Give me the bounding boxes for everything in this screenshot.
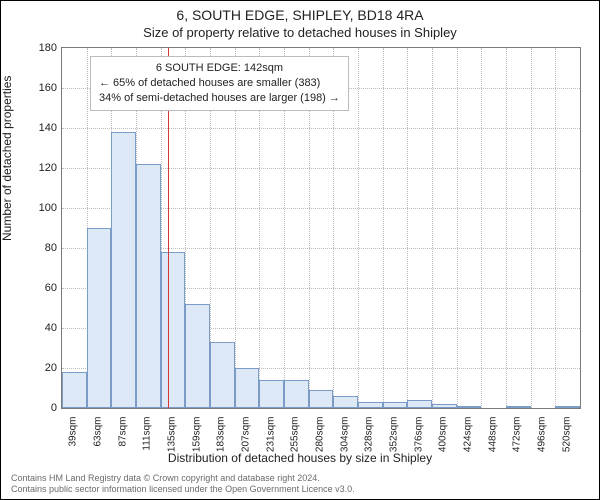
x-tick-label: 496sqm (537, 417, 548, 457)
histogram-bar (235, 368, 260, 408)
histogram-bar (383, 402, 408, 408)
histogram-bar (555, 406, 580, 408)
license-line-1: Contains HM Land Registry data © Crown c… (11, 473, 355, 484)
gridline-v (358, 48, 359, 408)
x-tick-label: 159sqm (191, 417, 202, 457)
x-tick-label: 280sqm (315, 417, 326, 457)
histogram-bar (506, 406, 531, 408)
histogram-bar (62, 372, 87, 408)
gridline-v (383, 48, 384, 408)
license-line-2: Contains public sector information licen… (11, 484, 355, 495)
x-tick-label: 376sqm (413, 417, 424, 457)
annotation-line-1: 6 SOUTH EDGE: 142sqm (99, 61, 340, 76)
histogram-bar (185, 304, 210, 408)
histogram-bar (457, 406, 482, 408)
y-tick-label: 40 (27, 322, 57, 334)
y-tick-label: 160 (27, 82, 57, 94)
license-text: Contains HM Land Registry data © Crown c… (11, 473, 355, 496)
x-tick-label: 424sqm (463, 417, 474, 457)
x-tick-label: 231sqm (265, 417, 276, 457)
x-tick-label: 135sqm (167, 417, 178, 457)
gridline-v (432, 48, 433, 408)
gridline-v (457, 48, 458, 408)
chart-page: 6, SOUTH EDGE, SHIPLEY, BD18 4RA Size of… (0, 0, 600, 500)
histogram-bar (259, 380, 284, 408)
x-tick-label: 255sqm (290, 417, 301, 457)
histogram-bar (358, 402, 383, 408)
x-tick-label: 111sqm (142, 417, 153, 457)
gridline-v (407, 48, 408, 408)
plot-area: 6 SOUTH EDGE: 142sqm ← 65% of detached h… (61, 47, 581, 409)
x-tick-label: 87sqm (117, 417, 128, 457)
annotation-box: 6 SOUTH EDGE: 142sqm ← 65% of detached h… (90, 56, 349, 111)
gridline-v (555, 48, 556, 408)
x-tick-label: 207sqm (241, 417, 252, 457)
histogram-bar (161, 252, 186, 408)
histogram-bar (210, 342, 235, 408)
x-tick-label: 400sqm (438, 417, 449, 457)
chart-subtitle: Size of property relative to detached ho… (1, 25, 599, 40)
x-tick-label: 39sqm (68, 417, 79, 457)
gridline-v (506, 48, 507, 408)
y-tick-label: 80 (27, 242, 57, 254)
x-tick-label: 183sqm (216, 417, 227, 457)
y-tick-label: 20 (27, 362, 57, 374)
histogram-bar (432, 404, 457, 408)
annotation-line-3: 34% of semi-detached houses are larger (… (99, 91, 340, 106)
y-tick-label: 120 (27, 162, 57, 174)
x-tick-label: 328sqm (364, 417, 375, 457)
y-tick-label: 180 (27, 42, 57, 54)
histogram-bar (407, 400, 432, 408)
y-tick-label: 140 (27, 122, 57, 134)
x-tick-label: 63sqm (93, 417, 104, 457)
x-tick-label: 472sqm (512, 417, 523, 457)
histogram-bar (309, 390, 334, 408)
x-tick-label: 304sqm (339, 417, 350, 457)
x-tick-label: 448sqm (487, 417, 498, 457)
y-tick-label: 60 (27, 282, 57, 294)
histogram-bar (87, 228, 112, 408)
gridline-v (481, 48, 482, 408)
y-axis-label: Number of detached properties (0, 76, 14, 241)
annotation-line-2: ← 65% of detached houses are smaller (38… (99, 76, 340, 91)
histogram-bar (111, 132, 136, 408)
x-tick-label: 520sqm (561, 417, 572, 457)
histogram-bar (284, 380, 309, 408)
histogram-bar (333, 396, 358, 408)
y-tick-label: 0 (27, 402, 57, 414)
chart-title: 6, SOUTH EDGE, SHIPLEY, BD18 4RA (1, 7, 599, 23)
x-tick-label: 352sqm (389, 417, 400, 457)
gridline-v (531, 48, 532, 408)
histogram-bar (136, 164, 161, 408)
y-tick-label: 100 (27, 202, 57, 214)
gridline-h (62, 128, 580, 129)
